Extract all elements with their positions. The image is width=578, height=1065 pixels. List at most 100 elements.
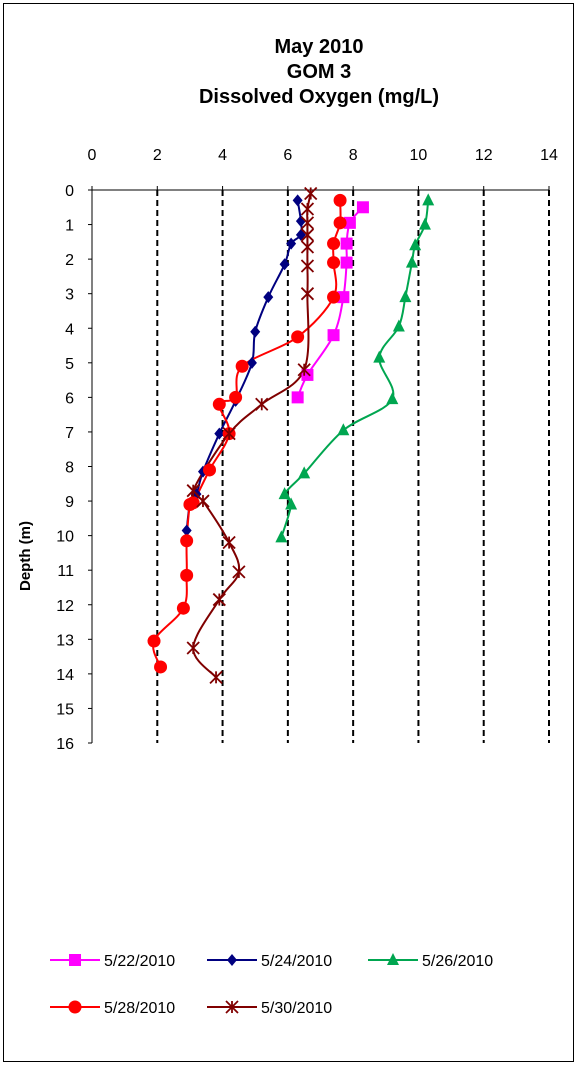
- y-tick-label: 1: [65, 218, 74, 235]
- data-point: [279, 258, 290, 271]
- y-tick-label: 5: [65, 356, 74, 373]
- y-tick-label: 13: [56, 632, 74, 649]
- data-point: [286, 237, 297, 250]
- legend-item: 5/22/2010: [50, 953, 175, 970]
- legend-marker: [227, 954, 237, 966]
- data-point: [180, 568, 194, 582]
- chart-title-line-1: May 2010: [275, 36, 364, 58]
- legend-item: 5/24/2010: [207, 953, 332, 970]
- y-tick-label: 10: [56, 529, 74, 546]
- legend-item: 5/30/2010: [207, 1000, 332, 1017]
- data-point: [275, 530, 288, 543]
- data-point: [263, 291, 274, 304]
- data-point: [285, 497, 298, 510]
- chart-frame: May 2010 GOM 3 Dissolved Oxygen (mg/L) 0…: [3, 3, 574, 1062]
- y-tick-label: 0: [65, 183, 74, 200]
- legend-label: 5/24/2010: [261, 953, 332, 970]
- y-tick-label: 12: [56, 598, 74, 615]
- legend-label: 5/28/2010: [104, 1000, 175, 1017]
- data-point: [409, 238, 422, 251]
- x-tick-label: 8: [349, 147, 358, 164]
- data-point: [327, 290, 341, 304]
- legend-item: 5/26/2010: [368, 953, 493, 970]
- data-point: [405, 255, 418, 268]
- y-tick-label: 7: [65, 425, 74, 442]
- data-point: [418, 217, 431, 230]
- y-tick-label: 4: [65, 321, 74, 338]
- y-tick-label: 11: [57, 563, 74, 580]
- data-point: [333, 193, 347, 207]
- x-tick-label: 12: [475, 147, 493, 164]
- data-point: [300, 202, 315, 216]
- axes: [88, 186, 550, 744]
- data-point: [298, 466, 311, 479]
- legend-item: 5/28/2010: [50, 1000, 175, 1017]
- data-point: [212, 397, 226, 411]
- data-point: [147, 634, 161, 648]
- x-tick-labels: 0 2 4 6 8 10 12 14: [88, 147, 558, 164]
- data-point: [300, 228, 315, 242]
- data-point: [278, 487, 291, 500]
- data-point: [392, 319, 405, 332]
- x-tick-label: 10: [410, 147, 428, 164]
- data-point: [214, 427, 225, 440]
- y-tick-label: 6: [65, 390, 74, 407]
- data-point: [304, 186, 318, 201]
- y-tick-label: 15: [56, 701, 74, 718]
- x-tick-label: 0: [88, 147, 97, 164]
- chart-title: May 2010 GOM 3 Dissolved Oxygen (mg/L): [199, 36, 439, 108]
- data-point: [154, 660, 168, 674]
- data-point: [183, 498, 197, 512]
- data-point: [229, 390, 243, 404]
- y-tick-label: 2: [65, 252, 74, 269]
- data-point: [297, 363, 311, 377]
- y-tick-label: 16: [56, 736, 74, 753]
- data-point: [343, 216, 356, 229]
- x-tick-label: 2: [153, 147, 162, 164]
- data-point: [340, 237, 353, 250]
- data-point: [246, 356, 257, 369]
- data-point: [333, 216, 347, 230]
- data-point: [181, 524, 192, 537]
- data-point: [222, 535, 236, 550]
- data-point: [327, 237, 341, 251]
- x-tick-label: 6: [283, 147, 292, 164]
- data-point: [327, 256, 341, 270]
- data-point: [300, 240, 315, 254]
- data-series: [152, 193, 430, 678]
- data-point: [337, 291, 350, 304]
- data-point: [176, 601, 190, 615]
- data-point: [292, 194, 303, 207]
- series-line-5/30/2010: [191, 193, 312, 678]
- y-tick-label: 3: [65, 287, 74, 304]
- legend-marker: [69, 954, 81, 966]
- data-point: [250, 325, 261, 338]
- legend-marker: [225, 1000, 239, 1014]
- data-point: [209, 670, 223, 684]
- legend-marker: [68, 1000, 82, 1014]
- data-point: [356, 201, 369, 214]
- data-point: [180, 534, 194, 548]
- data-point: [327, 329, 340, 342]
- data-point: [222, 427, 236, 441]
- x-tick-label: 4: [218, 147, 227, 164]
- legend-label: 5/22/2010: [104, 953, 175, 970]
- y-tick-label: 14: [56, 667, 74, 684]
- legend-label: 5/26/2010: [422, 953, 493, 970]
- data-point: [337, 423, 350, 436]
- data-point: [255, 397, 269, 411]
- legend-label: 5/30/2010: [261, 1000, 332, 1017]
- legend: 5/22/2010 5/24/2010 5/26/2010 5/28/2010 5/30…: [50, 953, 493, 1017]
- data-point: [232, 565, 246, 579]
- gridlines: [156, 190, 550, 743]
- chart-title-line-2: GOM 3: [287, 61, 351, 83]
- data-point: [422, 193, 435, 206]
- data-point: [300, 287, 315, 301]
- data-markers: [147, 186, 435, 684]
- do-depth-chart: May 2010 GOM 3 Dissolved Oxygen (mg/L) 0…: [17, 36, 558, 1017]
- x-tick-label: 14: [540, 147, 558, 164]
- data-point: [212, 592, 226, 607]
- data-point: [186, 641, 200, 655]
- data-point: [300, 216, 315, 230]
